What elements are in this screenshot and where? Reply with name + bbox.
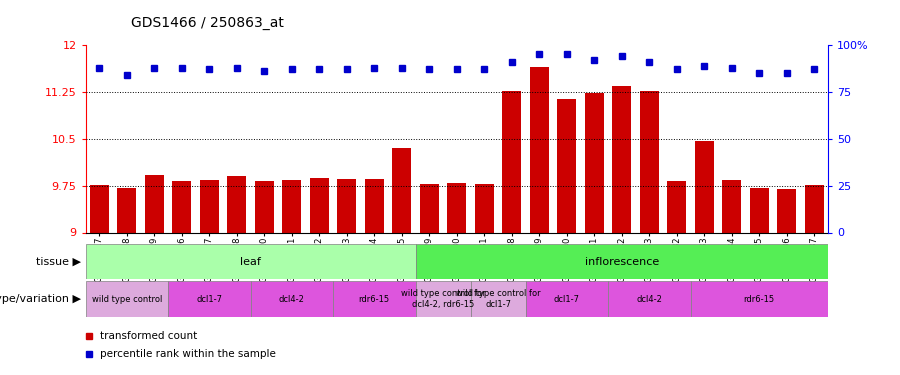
Bar — [722, 180, 742, 232]
Text: leaf: leaf — [240, 256, 261, 267]
Bar — [419, 184, 439, 232]
Bar — [338, 179, 356, 232]
Bar — [416, 244, 828, 279]
Text: tissue ▶: tissue ▶ — [36, 256, 81, 267]
Bar — [777, 189, 797, 232]
Bar — [282, 180, 302, 232]
Bar — [86, 281, 168, 317]
Bar — [145, 175, 164, 232]
Bar — [255, 181, 274, 232]
Bar — [416, 281, 471, 317]
Bar — [750, 188, 769, 232]
Bar — [333, 281, 416, 317]
Bar — [227, 176, 247, 232]
Bar — [168, 281, 250, 317]
Bar — [612, 86, 632, 232]
Bar — [86, 244, 416, 279]
Text: rdr6-15: rdr6-15 — [359, 295, 390, 304]
Bar — [529, 67, 549, 232]
Text: dcl4-2: dcl4-2 — [636, 295, 662, 304]
Bar — [90, 185, 109, 232]
Text: wild type control for
dcl1-7: wild type control for dcl1-7 — [455, 290, 540, 309]
Text: GDS1466 / 250863_at: GDS1466 / 250863_at — [130, 16, 284, 30]
Text: transformed count: transformed count — [101, 331, 198, 340]
Text: dcl1-7: dcl1-7 — [196, 295, 222, 304]
Bar — [690, 281, 828, 317]
Bar — [557, 99, 576, 232]
Text: wild type control for
dcl4-2, rdr6-15: wild type control for dcl4-2, rdr6-15 — [400, 290, 485, 309]
Text: dcl1-7: dcl1-7 — [554, 295, 580, 304]
Bar — [471, 281, 526, 317]
Bar — [608, 281, 690, 317]
Bar — [310, 178, 328, 232]
Bar — [695, 141, 714, 232]
Text: inflorescence: inflorescence — [585, 256, 659, 267]
Text: dcl4-2: dcl4-2 — [279, 295, 305, 304]
Text: wild type control: wild type control — [92, 295, 162, 304]
Bar — [364, 179, 384, 232]
Bar — [502, 91, 521, 232]
Text: genotype/variation ▶: genotype/variation ▶ — [0, 294, 81, 304]
Bar — [172, 181, 192, 232]
Bar — [585, 93, 604, 232]
Bar — [640, 91, 659, 232]
Bar — [392, 148, 411, 232]
Bar — [117, 188, 137, 232]
Bar — [447, 183, 466, 232]
Bar — [667, 181, 687, 232]
Text: rdr6-15: rdr6-15 — [743, 295, 775, 304]
Bar — [474, 184, 494, 232]
Bar — [250, 281, 333, 317]
Bar — [200, 180, 219, 232]
Bar — [805, 185, 824, 232]
Text: percentile rank within the sample: percentile rank within the sample — [101, 350, 276, 359]
Bar — [526, 281, 608, 317]
